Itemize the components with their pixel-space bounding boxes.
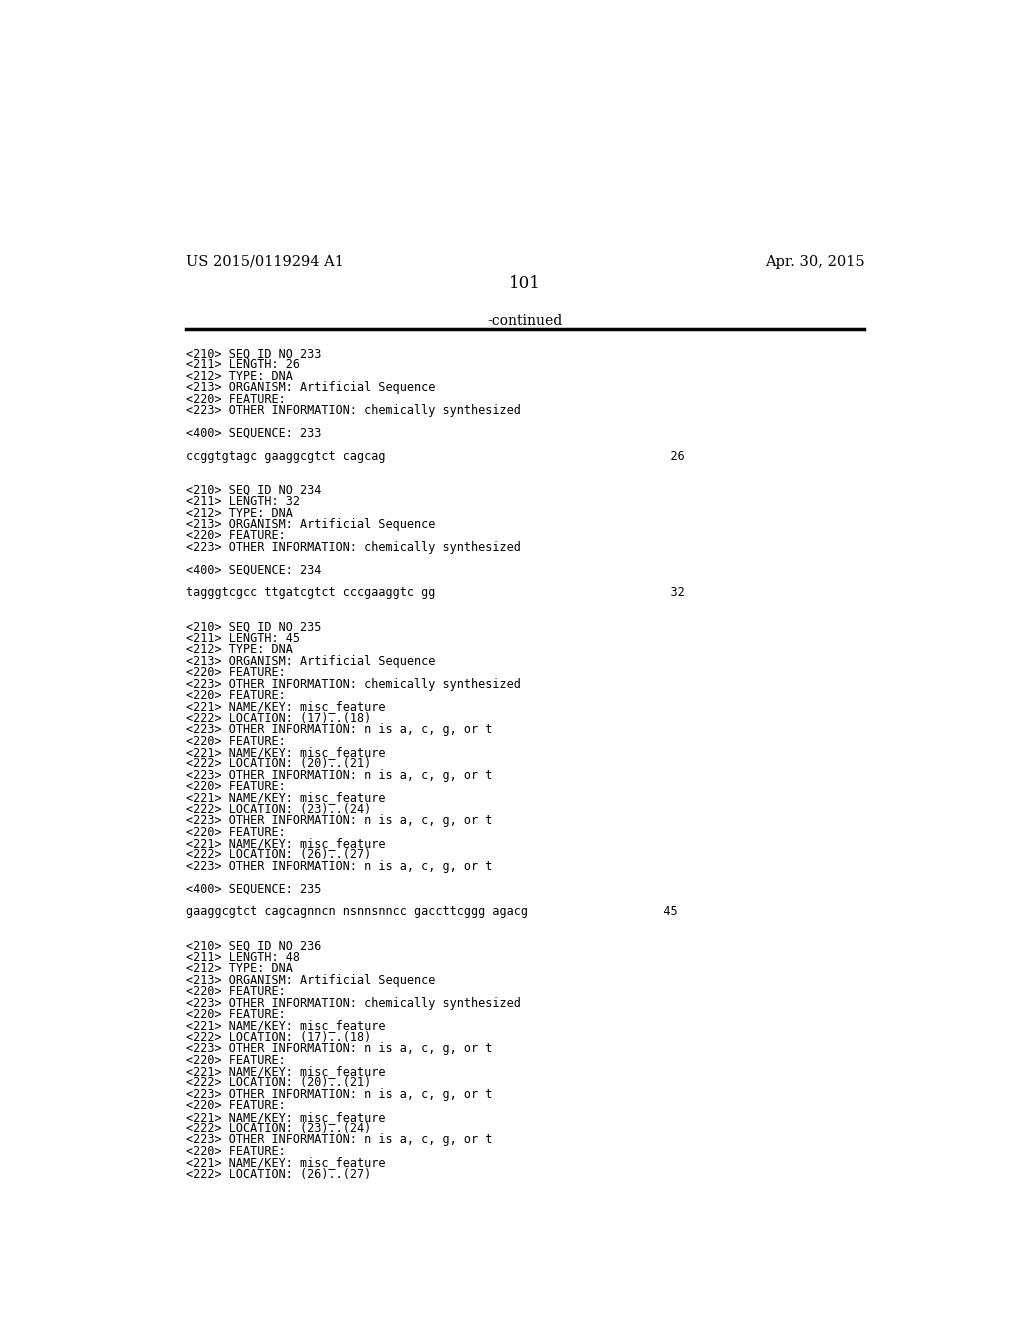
Text: <221> NAME/KEY: misc_feature: <221> NAME/KEY: misc_feature (186, 746, 386, 759)
Text: 101: 101 (509, 276, 541, 293)
Text: <220> FEATURE:: <220> FEATURE: (186, 1100, 286, 1113)
Text: <223> OTHER INFORMATION: n is a, c, g, or t: <223> OTHER INFORMATION: n is a, c, g, o… (186, 1043, 493, 1055)
Text: <400> SEQUENCE: 235: <400> SEQUENCE: 235 (186, 883, 322, 896)
Text: <211> LENGTH: 48: <211> LENGTH: 48 (186, 950, 300, 964)
Text: <223> OTHER INFORMATION: chemically synthesized: <223> OTHER INFORMATION: chemically synt… (186, 677, 521, 690)
Text: <223> OTHER INFORMATION: chemically synthesized: <223> OTHER INFORMATION: chemically synt… (186, 997, 521, 1010)
Text: <220> FEATURE:: <220> FEATURE: (186, 985, 286, 998)
Text: <221> NAME/KEY: misc_feature: <221> NAME/KEY: misc_feature (186, 1156, 386, 1170)
Text: <223> OTHER INFORMATION: n is a, c, g, or t: <223> OTHER INFORMATION: n is a, c, g, o… (186, 1088, 493, 1101)
Text: tagggtcgcc ttgatcgtct cccgaaggtc gg                                 32: tagggtcgcc ttgatcgtct cccgaaggtc gg 32 (186, 586, 685, 599)
Text: <223> OTHER INFORMATION: n is a, c, g, or t: <223> OTHER INFORMATION: n is a, c, g, o… (186, 859, 493, 873)
Text: <222> LOCATION: (23)..(24): <222> LOCATION: (23)..(24) (186, 803, 372, 816)
Text: <220> FEATURE:: <220> FEATURE: (186, 689, 286, 702)
Text: <220> FEATURE:: <220> FEATURE: (186, 392, 286, 405)
Text: <211> LENGTH: 32: <211> LENGTH: 32 (186, 495, 300, 508)
Text: <212> TYPE: DNA: <212> TYPE: DNA (186, 507, 293, 520)
Text: US 2015/0119294 A1: US 2015/0119294 A1 (186, 255, 344, 269)
Text: <223> OTHER INFORMATION: n is a, c, g, or t: <223> OTHER INFORMATION: n is a, c, g, o… (186, 768, 493, 781)
Text: <400> SEQUENCE: 233: <400> SEQUENCE: 233 (186, 426, 322, 440)
Text: <220> FEATURE:: <220> FEATURE: (186, 780, 286, 793)
Text: <221> NAME/KEY: misc_feature: <221> NAME/KEY: misc_feature (186, 1065, 386, 1078)
Text: <223> OTHER INFORMATION: n is a, c, g, or t: <223> OTHER INFORMATION: n is a, c, g, o… (186, 723, 493, 737)
Text: <220> FEATURE:: <220> FEATURE: (186, 826, 286, 838)
Text: <221> NAME/KEY: misc_feature: <221> NAME/KEY: misc_feature (186, 1019, 386, 1032)
Text: <221> NAME/KEY: misc_feature: <221> NAME/KEY: misc_feature (186, 837, 386, 850)
Text: <210> SEQ ID NO 235: <210> SEQ ID NO 235 (186, 620, 322, 634)
Text: <210> SEQ ID NO 236: <210> SEQ ID NO 236 (186, 940, 322, 953)
Text: -continued: -continued (487, 314, 562, 327)
Text: <220> FEATURE:: <220> FEATURE: (186, 1053, 286, 1067)
Text: <222> LOCATION: (26)..(27): <222> LOCATION: (26)..(27) (186, 849, 372, 862)
Text: <222> LOCATION: (17)..(18): <222> LOCATION: (17)..(18) (186, 711, 372, 725)
Text: gaaggcgtct cagcagnncn nsnnsnncc gaccttcggg agacg                   45: gaaggcgtct cagcagnncn nsnnsnncc gaccttcg… (186, 906, 678, 919)
Text: <220> FEATURE:: <220> FEATURE: (186, 667, 286, 678)
Text: <221> NAME/KEY: misc_feature: <221> NAME/KEY: misc_feature (186, 792, 386, 804)
Text: <213> ORGANISM: Artificial Sequence: <213> ORGANISM: Artificial Sequence (186, 381, 435, 395)
Text: <223> OTHER INFORMATION: n is a, c, g, or t: <223> OTHER INFORMATION: n is a, c, g, o… (186, 1134, 493, 1146)
Text: <222> LOCATION: (20)..(21): <222> LOCATION: (20)..(21) (186, 758, 372, 771)
Text: <213> ORGANISM: Artificial Sequence: <213> ORGANISM: Artificial Sequence (186, 655, 435, 668)
Text: <213> ORGANISM: Artificial Sequence: <213> ORGANISM: Artificial Sequence (186, 974, 435, 987)
Text: <221> NAME/KEY: misc_feature: <221> NAME/KEY: misc_feature (186, 1110, 386, 1123)
Text: <220> FEATURE:: <220> FEATURE: (186, 734, 286, 747)
Text: <400> SEQUENCE: 234: <400> SEQUENCE: 234 (186, 564, 322, 577)
Text: <213> ORGANISM: Artificial Sequence: <213> ORGANISM: Artificial Sequence (186, 517, 435, 531)
Text: <223> OTHER INFORMATION: chemically synthesized: <223> OTHER INFORMATION: chemically synt… (186, 541, 521, 554)
Text: <212> TYPE: DNA: <212> TYPE: DNA (186, 962, 293, 975)
Text: <210> SEQ ID NO 234: <210> SEQ ID NO 234 (186, 484, 322, 496)
Text: <223> OTHER INFORMATION: n is a, c, g, or t: <223> OTHER INFORMATION: n is a, c, g, o… (186, 814, 493, 828)
Text: <211> LENGTH: 45: <211> LENGTH: 45 (186, 632, 300, 645)
Text: <223> OTHER INFORMATION: chemically synthesized: <223> OTHER INFORMATION: chemically synt… (186, 404, 521, 417)
Text: <211> LENGTH: 26: <211> LENGTH: 26 (186, 359, 300, 371)
Text: <210> SEQ ID NO 233: <210> SEQ ID NO 233 (186, 347, 322, 360)
Text: Apr. 30, 2015: Apr. 30, 2015 (765, 255, 864, 269)
Text: <222> LOCATION: (23)..(24): <222> LOCATION: (23)..(24) (186, 1122, 372, 1135)
Text: ccggtgtagc gaaggcgtct cagcag                                        26: ccggtgtagc gaaggcgtct cagcag 26 (186, 450, 685, 462)
Text: <222> LOCATION: (20)..(21): <222> LOCATION: (20)..(21) (186, 1076, 372, 1089)
Text: <212> TYPE: DNA: <212> TYPE: DNA (186, 643, 293, 656)
Text: <221> NAME/KEY: misc_feature: <221> NAME/KEY: misc_feature (186, 701, 386, 713)
Text: <220> FEATURE:: <220> FEATURE: (186, 529, 286, 543)
Text: <212> TYPE: DNA: <212> TYPE: DNA (186, 370, 293, 383)
Text: <222> LOCATION: (26)..(27): <222> LOCATION: (26)..(27) (186, 1168, 372, 1180)
Text: <220> FEATURE:: <220> FEATURE: (186, 1008, 286, 1020)
Text: <220> FEATURE:: <220> FEATURE: (186, 1144, 286, 1158)
Text: <222> LOCATION: (17)..(18): <222> LOCATION: (17)..(18) (186, 1031, 372, 1044)
